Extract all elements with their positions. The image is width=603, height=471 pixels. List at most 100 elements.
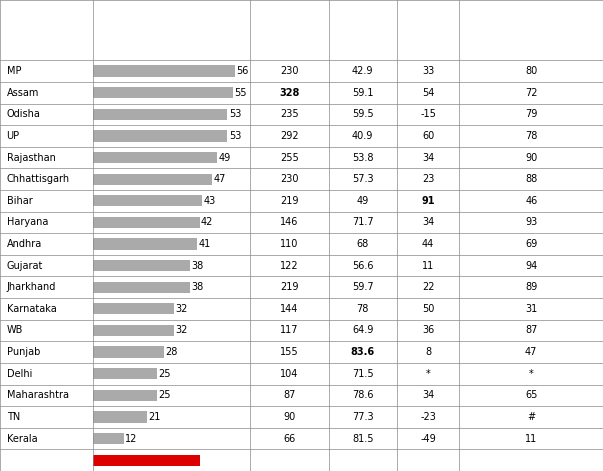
Text: 146: 146 (280, 218, 298, 227)
Bar (93, 347, 164, 358)
Text: 53.8: 53.8 (352, 153, 373, 162)
Text: 79: 79 (525, 109, 537, 119)
Text: 90: 90 (525, 153, 537, 162)
Text: 61: 61 (356, 455, 370, 465)
Text: Rajasthan: Rajasthan (7, 153, 55, 162)
Text: 69: 69 (525, 239, 537, 249)
Text: 90: 90 (283, 412, 295, 422)
Text: 81.5: 81.5 (352, 434, 373, 444)
Text: Punjab: Punjab (7, 347, 40, 357)
Text: 53: 53 (229, 131, 241, 141)
Text: 122: 122 (280, 260, 298, 271)
Text: 230: 230 (280, 66, 298, 76)
Text: 32: 32 (175, 304, 188, 314)
Text: 31: 31 (525, 304, 537, 314)
Text: 46: 46 (525, 196, 537, 206)
Text: 59.7: 59.7 (352, 282, 373, 292)
Text: *: * (426, 369, 431, 379)
Text: 88: 88 (525, 174, 537, 184)
Text: India: India (7, 455, 36, 465)
Text: 219: 219 (280, 282, 298, 292)
Text: Jharkhand: Jharkhand (7, 282, 56, 292)
Text: 55: 55 (234, 88, 246, 97)
Text: 110: 110 (280, 239, 298, 249)
Text: 49: 49 (219, 153, 231, 162)
Text: 57.3: 57.3 (352, 174, 373, 184)
Text: 77.3: 77.3 (352, 412, 373, 422)
Text: 34: 34 (422, 390, 434, 400)
Text: 87: 87 (283, 390, 295, 400)
Text: MP: MP (7, 66, 21, 76)
Text: 47: 47 (213, 174, 226, 184)
Text: % of fully
immunised
children: % of fully immunised children (335, 15, 391, 45)
Text: 71.7: 71.7 (352, 218, 373, 227)
Text: 12: 12 (125, 434, 137, 444)
Text: Andhra: Andhra (7, 239, 42, 249)
Text: 117: 117 (280, 325, 298, 335)
Text: 25: 25 (158, 390, 171, 400)
Text: 33: 33 (422, 66, 434, 76)
Text: 292: 292 (280, 131, 298, 141)
Text: 104: 104 (280, 369, 298, 379)
Text: Assam: Assam (7, 88, 39, 97)
Text: 328: 328 (279, 88, 300, 97)
Bar (93, 217, 200, 228)
Text: 80: 80 (525, 66, 537, 76)
Text: 42: 42 (201, 218, 213, 227)
Text: 22: 22 (422, 282, 434, 292)
Text: 94: 94 (525, 260, 537, 271)
Bar (93, 368, 157, 379)
Text: 68: 68 (356, 239, 369, 249)
Text: 59.1: 59.1 (352, 88, 373, 97)
Text: 11: 11 (525, 434, 537, 444)
Text: Maharashtra: Maharashtra (7, 390, 69, 400)
Text: 59.5: 59.5 (352, 109, 373, 119)
Text: 21: 21 (148, 412, 160, 422)
Text: 66: 66 (283, 434, 295, 444)
Text: 93: 93 (525, 218, 537, 227)
Text: 144: 144 (280, 304, 298, 314)
Text: UP: UP (7, 131, 20, 141)
Text: 8: 8 (425, 347, 431, 357)
Bar (93, 65, 235, 77)
Text: Karnataka: Karnataka (7, 304, 56, 314)
Text: Odisha: Odisha (7, 109, 40, 119)
Text: Maternal
Mortality
Rate (MMR): Maternal Mortality Rate (MMR) (259, 15, 320, 45)
Text: 155: 155 (280, 347, 298, 357)
Text: -23: -23 (420, 412, 436, 422)
Text: Gujarat: Gujarat (7, 260, 43, 271)
Text: 43: 43 (203, 196, 216, 206)
Text: 91: 91 (421, 196, 435, 206)
Text: 70: 70 (525, 455, 538, 465)
Text: 78.6: 78.6 (352, 390, 373, 400)
Text: *: * (529, 369, 534, 379)
Text: 178: 178 (279, 455, 300, 465)
Text: 71.5: 71.5 (352, 369, 373, 379)
Text: Infant mortality rate (IMR): Infant mortality rate (IMR) (88, 25, 256, 35)
Text: 34: 34 (422, 218, 434, 227)
Text: 36: 36 (422, 325, 434, 335)
Text: Delhi: Delhi (7, 369, 32, 379)
Text: 60: 60 (422, 131, 434, 141)
Text: 34: 34 (422, 153, 434, 162)
Bar (93, 152, 217, 163)
Text: 255: 255 (280, 153, 299, 162)
Bar (93, 195, 202, 206)
Bar (93, 87, 233, 98)
Text: 44: 44 (422, 239, 434, 249)
Text: 56: 56 (236, 66, 248, 76)
Text: 53: 53 (229, 109, 241, 119)
Bar (93, 303, 174, 315)
Text: 78: 78 (525, 131, 537, 141)
Text: #: # (527, 412, 535, 422)
Bar (93, 238, 197, 250)
Text: 50: 50 (422, 304, 434, 314)
Text: 11: 11 (422, 260, 434, 271)
Text: 23: 23 (422, 174, 434, 184)
Bar (93, 325, 174, 336)
Text: WB: WB (7, 325, 23, 335)
Text: -49: -49 (420, 434, 436, 444)
Text: 42.9: 42.9 (352, 66, 373, 76)
Text: 47: 47 (525, 347, 537, 357)
Text: 40.9: 40.9 (352, 131, 373, 141)
